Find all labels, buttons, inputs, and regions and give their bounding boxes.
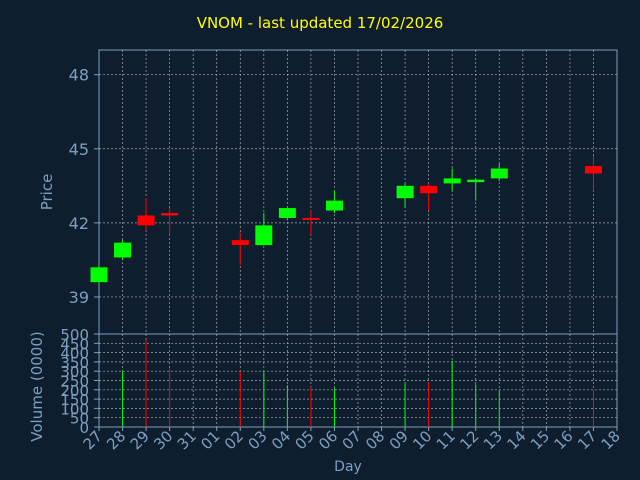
candle-body [278,208,296,218]
candle-body [467,179,485,183]
volume-y-tick-label: 50 [70,410,89,428]
volume-y-tick-label: 200 [60,382,89,400]
x-tick-label: 07 [339,427,365,453]
x-tick-label: 11 [433,427,459,453]
x-tick-label: 18 [598,427,624,453]
candle-body [420,185,438,194]
x-tick-label: 04 [268,427,294,453]
x-tick-label: 31 [174,427,200,453]
candle-body [584,166,602,174]
volume-y-tick-label: 100 [60,400,89,418]
x-tick-label: 12 [456,427,482,453]
price-y-tick-label: 39 [69,288,89,307]
volume-y-tick-label: 0 [79,419,89,437]
x-tick-label: 03 [244,427,270,453]
volume-y-tick-label: 500 [60,326,89,344]
volume-y-axis-label: Volume (0000) [28,331,46,441]
x-tick-label: 28 [103,427,129,453]
volume-y-tick-label: 350 [60,354,89,372]
chart-title: VNOM - last updated 17/02/2026 [196,14,444,32]
x-tick-label: 30 [150,427,176,453]
x-tick-label: 15 [527,427,553,453]
volume-y-tick-label: 150 [60,391,89,409]
x-tick-label: 08 [362,427,388,453]
candle-body [114,242,132,258]
candle-body [231,240,249,246]
candle-body [490,168,508,179]
price-y-tick-label: 45 [69,140,89,159]
x-tick-label: 13 [480,427,506,453]
x-tick-label: 29 [127,427,153,453]
candle-body [396,185,414,199]
x-tick-label: 10 [409,427,435,453]
x-tick-label: 17 [574,427,600,453]
price-y-axis-label: Price [38,174,56,211]
x-tick-label: 14 [503,427,529,453]
volume-y-tick-label: 250 [60,373,89,391]
x-tick-label: 09 [386,427,412,453]
candle-body [90,267,108,283]
candle-body [302,217,320,220]
x-tick-label: 16 [551,427,577,453]
candle-body [255,225,273,246]
candle-body [137,215,155,226]
x-tick-label: 02 [221,427,247,453]
volume-y-tick-label: 400 [60,345,89,363]
candle-body [325,200,343,211]
candle-body [443,178,461,184]
x-tick-label: 06 [315,427,341,453]
x-axis-label: Day [334,459,362,475]
candle-body [161,212,179,216]
volume-y-tick-label: 300 [60,363,89,381]
x-tick-label: 05 [292,427,318,453]
price-y-tick-label: 42 [69,214,89,233]
price-y-tick-label: 48 [69,66,89,85]
volume-y-tick-label: 450 [60,335,89,353]
x-tick-label: 01 [197,427,223,453]
